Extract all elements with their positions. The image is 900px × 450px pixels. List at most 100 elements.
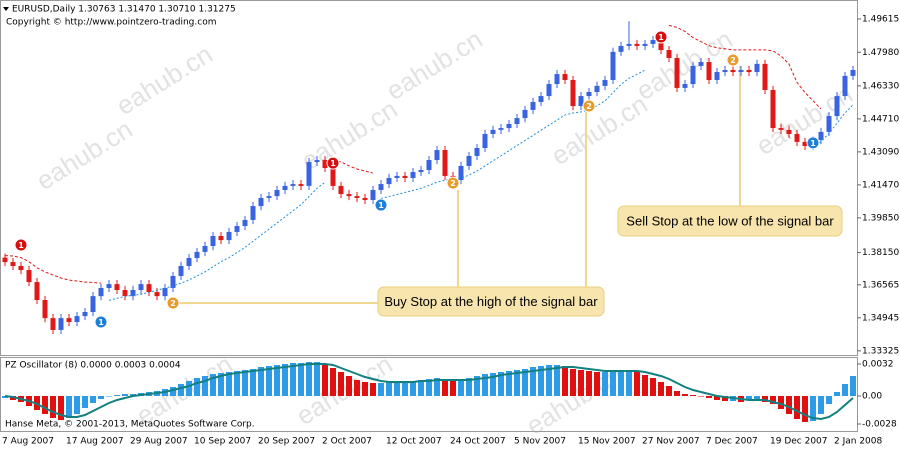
candle-body <box>138 284 144 291</box>
candle-body <box>642 43 648 46</box>
x-tick-label: 29 Aug 2007 <box>130 437 188 447</box>
candle-body <box>18 265 24 271</box>
x-tick-label: 24 Oct 2007 <box>450 437 506 447</box>
histogram-bar <box>330 368 336 396</box>
candle-body <box>242 219 248 227</box>
signal <box>806 136 820 150</box>
histogram-bar <box>226 372 232 396</box>
y-tick-label: 1.36565 <box>862 280 899 290</box>
y-tick-label: 1.49615 <box>862 14 899 24</box>
y-tick-label: 0.0032 <box>862 360 894 370</box>
footer: Hanse Meta, © 2001-2013, MetaQuotes Soft… <box>5 420 255 430</box>
candle-body <box>186 258 192 266</box>
x-tick-label: 5 Nov 2007 <box>514 437 566 447</box>
y-tick-label: 0.00 <box>862 392 882 402</box>
candle-body <box>170 275 176 288</box>
candle-body <box>394 175 400 178</box>
signal <box>326 156 340 170</box>
candle-body <box>522 109 528 119</box>
candle-body <box>26 270 32 283</box>
histogram-bar <box>394 382 400 396</box>
histogram-bar <box>106 396 112 397</box>
histogram-bar <box>674 391 680 396</box>
y-tick-label: 1.41470 <box>862 180 899 190</box>
histogram-bar <box>410 381 416 396</box>
histogram-bar <box>386 382 392 396</box>
histogram-bar <box>370 383 376 396</box>
histogram-bar <box>786 396 792 414</box>
histogram-bar <box>554 365 560 396</box>
x-tick-label: 12 Oct 2007 <box>386 437 442 447</box>
histogram-bar <box>546 365 552 396</box>
histogram-bar <box>490 373 496 396</box>
candle-body <box>634 43 640 46</box>
signal-label: 1 <box>330 159 336 168</box>
candle-body <box>122 290 128 297</box>
candle-body <box>778 128 784 130</box>
histogram-bar <box>482 374 488 396</box>
histogram-bar <box>826 396 832 404</box>
candle-body <box>162 287 168 297</box>
y-tick-label: 1.43090 <box>862 147 899 157</box>
candle-body <box>498 128 504 130</box>
candle-body <box>722 69 728 73</box>
signal <box>14 238 28 252</box>
signal <box>94 315 108 329</box>
candle-body <box>418 170 424 173</box>
histogram-bar <box>498 372 504 396</box>
candle-body <box>282 185 288 190</box>
candle-body <box>610 51 616 80</box>
trailing-stop <box>4 24 822 284</box>
candle-body <box>274 189 280 197</box>
histogram-bar <box>834 392 840 396</box>
histogram-bar <box>514 370 520 396</box>
candle-body <box>434 150 440 161</box>
candle-body <box>314 160 320 163</box>
candle-body <box>426 160 432 171</box>
candle-body <box>378 184 384 190</box>
candle-body <box>90 296 96 313</box>
histogram-bar <box>338 372 344 396</box>
candle-body <box>570 79 576 107</box>
annotation: Sell Stop at the low of the signal bar <box>626 213 834 228</box>
candle-body <box>466 155 472 166</box>
candle-body <box>298 184 304 186</box>
histogram-bar <box>114 395 120 396</box>
histogram-bar <box>74 396 80 414</box>
candle-body <box>578 96 584 107</box>
histogram-bar <box>258 367 264 396</box>
menu-icon <box>3 7 9 11</box>
x-tick-label: 19 Dec 2007 <box>770 437 828 447</box>
signal-label: 2 <box>450 179 456 188</box>
histogram-bar <box>594 372 600 396</box>
histogram-bar <box>90 396 96 403</box>
candle-body <box>458 165 464 180</box>
histogram-bar <box>66 396 72 418</box>
chart-title: EURUSD,Daily 1.30763 1.31470 1.30710 1.3… <box>12 5 236 15</box>
candle-body <box>674 57 680 88</box>
signal-label: 1 <box>378 201 384 210</box>
candle-body <box>658 40 664 51</box>
candle-body <box>626 43 632 46</box>
chart-subtitle: Copyright © http://www.pointzero-trading… <box>6 18 216 28</box>
histogram-bar <box>474 376 480 396</box>
x-tick-label: 10 Sep 2007 <box>194 437 251 447</box>
histogram-bar <box>42 396 48 414</box>
candle-body <box>538 96 544 102</box>
candle-body <box>714 72 720 80</box>
annotation-box <box>617 205 843 237</box>
candle-body <box>290 184 296 186</box>
histogram-bar <box>458 380 464 396</box>
candle-body <box>602 79 608 86</box>
histogram-bar <box>522 369 528 396</box>
histogram-bar <box>562 366 568 396</box>
candle-body <box>354 196 360 198</box>
candle-body <box>754 63 760 73</box>
histogram-bar <box>298 363 304 396</box>
histogram-bar <box>210 374 216 396</box>
histogram-bar <box>418 380 424 396</box>
candle-body <box>330 167 336 186</box>
histogram-bar <box>690 395 696 396</box>
candle-body <box>850 69 856 76</box>
histogram-bar <box>602 372 608 396</box>
